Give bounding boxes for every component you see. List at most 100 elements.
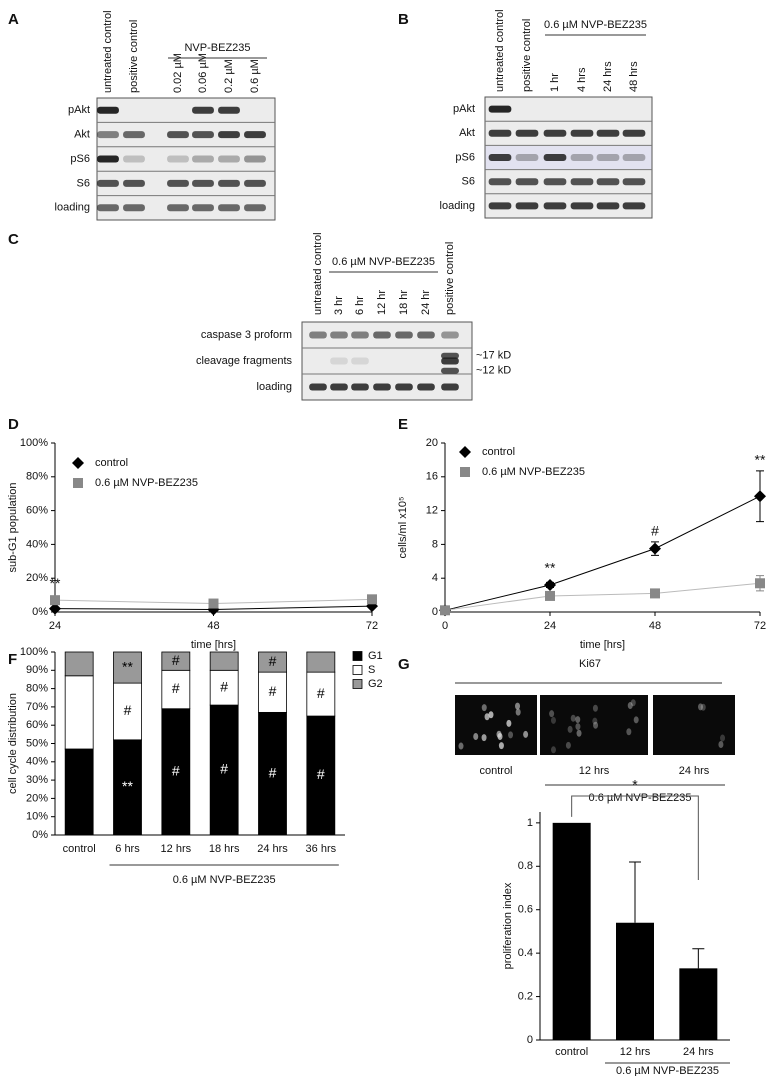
nucleus [549,710,555,718]
blot-band [192,106,214,114]
annotation: # [172,680,180,696]
bar-segment [209,669,239,706]
x-tick-label: 0 [442,620,448,632]
y-tick-label: 16 [426,471,438,483]
nucleus [523,730,529,738]
blot-band [622,129,646,137]
bar-segment [113,682,142,741]
legend-label: 0.6 µM NVP-BEZ235 [482,466,585,478]
annotation: # [269,683,277,699]
blot-row-label: caspase 3 proform [201,329,292,341]
y-tick-label: 60% [26,719,48,731]
y-tick-label: 100% [20,646,48,658]
annotation: # [269,764,277,780]
marker [440,605,450,616]
annotation: ** [50,575,61,591]
legend-label: S [368,664,375,676]
legend-label: 0.6 µM NVP-BEZ235 [95,477,198,489]
legend-swatch [352,665,363,675]
blot-band [351,331,369,339]
blot-band [330,383,348,391]
blot-band [488,105,512,113]
nucleus [484,713,490,721]
bar-segment [258,651,287,673]
lane-label: positive control [444,242,456,315]
bar [616,922,654,1040]
nucleus [473,732,479,740]
nucleus [700,703,706,711]
blot-row-label: Akt [459,127,475,139]
y-tick-label: 70% [26,701,48,713]
bar-segment [161,669,191,710]
nucleus [458,742,464,750]
annotation: ** [755,452,766,468]
lane-label: 0.2 µM [223,59,235,93]
lane-label: positive control [128,20,140,93]
blot-band [488,202,512,210]
x-tick-label: 12 hrs [161,843,192,855]
blot-band [123,204,145,212]
blot-band [123,131,145,139]
blot-row-label: S6 [77,177,90,189]
y-axis-label: cell cycle distribution [7,693,19,794]
bar-segment [209,651,239,671]
nucleus [593,721,599,729]
group-label: 0.6 µM NVP-BEZ235 [544,19,647,31]
y-tick-label: 8 [432,538,438,550]
blot-band [309,383,327,391]
x-axis-label: time [hrs] [191,639,236,651]
x-tick-label: 12 hrs [620,1046,651,1058]
bar-segment [113,651,142,684]
nucleus [481,704,487,712]
legend-label: G1 [368,650,383,662]
bar-segment [258,671,287,713]
lane-label: 1 hr [549,73,561,92]
group-label: 0.6 µM NVP-BEZ235 [332,256,435,268]
annotation: ** [122,658,133,674]
x-tick-label: 24 hrs [683,1046,714,1058]
blot-band [167,179,189,187]
panel-letter: C [8,231,19,248]
blot-band [488,154,512,161]
legend-label: control [95,457,128,469]
y-tick-label: 80% [26,683,48,695]
panel-letter: E [398,416,408,433]
blot-band [395,331,413,339]
nucleus [488,711,494,719]
y-tick-label: 0.8 [518,860,533,872]
y-tick-label: 100% [20,437,48,449]
nucleus [567,725,573,733]
lane-label: 0.02 µM [172,53,184,93]
nucleus [633,716,639,724]
y-tick-label: 0% [32,829,48,841]
y-tick-label: 4 [432,572,438,584]
nucleus [498,742,504,750]
nucleus [698,703,704,711]
marker [208,598,219,609]
nucleus [570,714,576,722]
blot-band [192,179,214,187]
lane-label: 18 hr [398,290,410,315]
blot-band [373,383,391,391]
nucleus [481,734,487,742]
blot-band [441,331,459,339]
blot-band [330,331,348,339]
blot-band [395,383,413,391]
micrograph [540,695,648,755]
blot-row-label: loading [257,381,292,393]
blot-band [596,129,620,137]
blot-band [218,155,240,163]
blot-row-label: cleavage fragments [196,355,292,367]
micrograph [455,695,537,755]
marker [49,602,61,615]
y-axis-label: sub-G1 population [7,483,19,573]
blot-band [417,383,435,391]
nucleus [575,716,581,724]
blot-band [441,357,459,365]
x-tick-label: 72 [754,620,766,632]
panel-letter: G [398,656,410,673]
blot-band [622,154,646,161]
lane-label: positive control [521,19,533,92]
annotation: # [220,761,228,777]
